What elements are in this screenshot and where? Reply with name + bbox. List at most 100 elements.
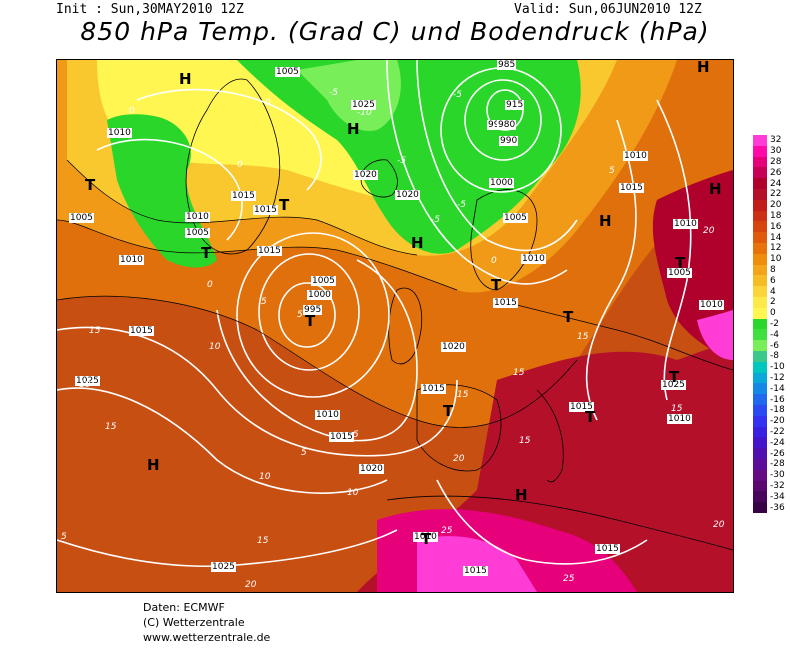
- legend-color-swatch: [753, 469, 767, 482]
- legend-label: 20: [770, 200, 782, 211]
- isobars: [57, 60, 692, 568]
- legend-label: 14: [770, 232, 782, 243]
- isotherm-label: 20: [703, 226, 715, 236]
- italy-coast: [536, 389, 564, 483]
- isobar-label: 1000: [307, 290, 332, 300]
- pressure-center-label: T: [563, 308, 574, 326]
- isotherm-label: 15: [519, 436, 531, 446]
- legend-label: -32: [770, 481, 785, 491]
- isotherm-label: 20: [713, 520, 725, 530]
- isotherm-label: -5: [453, 90, 462, 100]
- isobar-label: 1010: [107, 128, 132, 138]
- isobar-label: 1015: [569, 402, 594, 412]
- legend-label: 12: [770, 243, 782, 254]
- temp-zone-30: [417, 536, 537, 592]
- isobar-1025: [57, 529, 398, 568]
- valid-time: Valid: Sun,06JUN2010 12Z: [514, 2, 702, 17]
- isobar-label: 1010: [413, 532, 438, 542]
- legend-color-swatch: [753, 426, 767, 438]
- legend-color-swatch: [753, 329, 767, 341]
- temp-zone-east-30: [697, 310, 733, 360]
- legend-label: 2: [770, 297, 776, 308]
- legend-color-swatch: [753, 210, 767, 222]
- legend-label: 22: [770, 189, 782, 200]
- pressure-center-label: T: [585, 408, 596, 426]
- isobar-label: 1005: [185, 228, 210, 238]
- isobar-1005: [236, 232, 390, 398]
- legend-color-swatch: [753, 480, 767, 492]
- footer: Daten: ECMWF (C) Wetterzentrale www.wett…: [143, 600, 270, 645]
- legend-label: -18: [770, 405, 785, 416]
- europe-coast: [496, 299, 733, 371]
- isotherm-label: 0: [129, 106, 135, 116]
- legend-label: -20: [770, 416, 785, 427]
- pressure-center-label: T: [443, 402, 454, 420]
- pressure-center-label: H: [515, 486, 528, 504]
- isobar-label: 1025: [351, 100, 376, 110]
- footer-url[interactable]: www.wetterzentrale.de: [143, 631, 271, 644]
- isotherm-label: 15: [89, 326, 101, 336]
- isotherm-label: 15: [457, 390, 469, 400]
- isobar-label: 1015: [421, 384, 446, 394]
- legend-label: -16: [770, 394, 785, 405]
- isobar-label: 1005: [311, 276, 336, 286]
- pressure-center-label: T: [85, 176, 96, 194]
- legend-color-swatch: [753, 383, 767, 395]
- legend-color-swatch: [753, 189, 767, 201]
- pressure-center-label: H: [347, 120, 360, 138]
- isobar-label: 1005: [667, 268, 692, 278]
- legend-label: -2: [770, 319, 779, 329]
- legend-color-swatch: [753, 459, 767, 471]
- isobar-label: 995: [303, 305, 323, 315]
- legend-label: 4: [770, 286, 776, 297]
- footer-data-source: Daten: ECMWF: [143, 601, 225, 614]
- legend-color-swatch: [753, 221, 767, 233]
- legend-color-swatch: [753, 372, 767, 384]
- isobar-1005-north: [386, 60, 568, 285]
- isotherm-label: 15: [105, 422, 117, 432]
- isotherm-label: 10: [79, 380, 91, 390]
- legend-label: -34: [770, 491, 785, 502]
- legend-color-swatch: [753, 340, 767, 352]
- isotherm-label: -10: [357, 108, 372, 118]
- legend-color-swatch: [753, 156, 767, 168]
- isobar-985: [486, 89, 524, 131]
- isotherm-label: 10: [259, 472, 271, 482]
- isobar-1000-north: [416, 60, 578, 252]
- isobar-label: 1010: [521, 254, 546, 264]
- legend-label: -12: [770, 373, 785, 383]
- legend-color-swatch: [753, 167, 767, 179]
- legend-color-swatch: [753, 437, 767, 449]
- pressure-center-label: H: [179, 70, 192, 88]
- pressure-center-label: H: [147, 456, 160, 474]
- isobar-1010-greenland: [136, 88, 322, 191]
- legend-color-swatch: [753, 275, 767, 287]
- pressure-center-label: T: [305, 312, 316, 330]
- isotherm-label: 0: [207, 280, 213, 290]
- isobar-label: 1015: [463, 566, 488, 576]
- temp-zone-minus6: [297, 60, 401, 131]
- isotherm-label: 25: [563, 574, 575, 584]
- isobar-label: 1010: [185, 212, 210, 222]
- pressure-center-label: H: [697, 59, 710, 76]
- legend-color-swatch: [753, 415, 767, 428]
- greenland-coast: [185, 78, 281, 255]
- iceland-coast: [360, 159, 398, 198]
- isobar-label: 1020: [441, 342, 466, 352]
- legend-label: 26: [770, 167, 782, 178]
- isotherm-label: 5: [61, 532, 67, 542]
- legend-color-swatch: [753, 351, 767, 363]
- isotherm-label: 0: [491, 256, 497, 266]
- legend-color-swatch: [753, 448, 767, 460]
- legend-label: -10: [770, 362, 785, 373]
- isobar-label: 980: [497, 120, 517, 130]
- isotherm-label: 20: [453, 454, 465, 464]
- isobar-1010: [216, 259, 418, 442]
- isotherm-label: -5: [397, 156, 406, 166]
- isotherm-label: -5: [457, 200, 466, 210]
- map-fields: [57, 60, 733, 592]
- isobar-1005-west: [96, 138, 243, 241]
- isobar-label: 1000: [489, 178, 514, 188]
- isobar-1015-east: [656, 99, 692, 401]
- legend-color-swatch: [753, 502, 767, 514]
